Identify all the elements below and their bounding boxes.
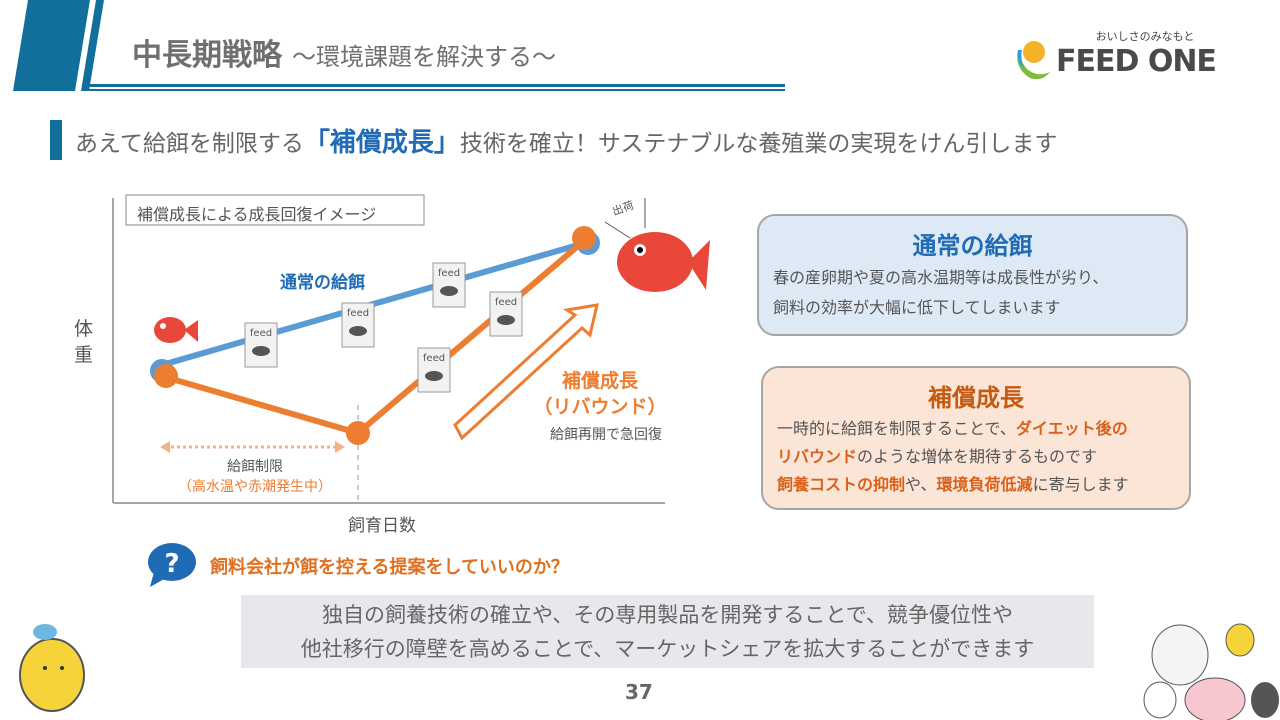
farm-animals-mascot-icon [1143,623,1279,720]
headline-text: あえて給餌を制限する [75,131,304,157]
comp-emph: リバウンド [777,447,858,466]
comp-label: 補償成長 [561,370,638,392]
logo-mark-icon [1017,41,1050,80]
diagram-title-box [125,194,425,226]
question-bubble-icon: ? [148,543,196,587]
compensatory-growth-box: 補償成長 一時的に給餌を制限することで、ダイエット後の リバウンドのような増体を… [761,366,1191,510]
comp-emph: ダイエット後の [1015,419,1128,438]
answer-line: 他社移行の障壁を高めることで、マーケットシェアを拡大することができます [300,637,1035,661]
comp-box-title: 補償成長 [928,384,1024,412]
answer-line: 独自の飼養技術の確立や、その専用製品を開発することで、競争優位性や [322,603,1013,627]
normal-feeding-box: 通常の給餌 春の産卵期や夏の高水温期等は成長性が劣り、 飼料の効率が大幅に低下して… [757,214,1188,336]
restrict-label: 給餌制限 [227,459,283,475]
comp-text: 一時的に給餌を制限することで、 [777,419,1016,438]
x-axis-label: 飼育日数 [348,516,416,536]
feed-bag-label: feed [250,328,272,339]
growth-diagram: feed feed feed feed feed [112,194,710,504]
small-sea-bream-icon [154,317,198,343]
feed-bag-label: feed [347,308,369,319]
svg-text:?: ? [164,549,179,579]
restrict-note: （高水温や赤潮発生中） [178,479,332,495]
page-number: 37 [625,680,653,704]
feed-bag-label: feed [423,353,445,364]
normal-box-line: 飼料の効率が大幅に低下してしまいます [773,298,1061,317]
comp-text: のような増体を期待するものです [857,447,1098,466]
feed-bag-label: feed [495,297,517,308]
title-subtitle: ～環境課題を解決する～ [292,43,556,71]
comp-sub: （リバウンド） [533,396,667,418]
normal-box-title: 通常の給餌 [912,232,1033,260]
comp-low-point [346,421,370,445]
headline-highlight: 「補償成長」 [303,128,460,158]
title-main: 中長期戦略 [132,38,282,73]
comp-text: や、 [905,475,937,494]
headline: あえて給餌を制限する「補償成長」技術を確立！サステナブルな養殖業の実現をけん引し… [75,122,1057,159]
y-axis-label: 体重 [74,318,94,366]
restriction-label: 給餌制限 （高水温や赤潮発生中） [160,457,350,497]
rebound-arrow-icon [453,303,599,441]
comp-start-point [154,364,178,388]
large-sea-bream-icon [617,232,710,292]
normal-box-line: 春の産卵期や夏の高水温期等は成長性が劣り、 [773,268,1109,287]
feed-one-logo: おいしさのみなもと FEED ONE [1010,28,1240,80]
feed-bag-icons: feed feed feed feed feed [244,262,523,393]
comp-emph: 環境負荷低減 [936,475,1033,494]
comp-growth-label: 補償成長 （リバウンド） [520,368,680,420]
headline-text-after: 技術を確立！サステナブルな養殖業の実現をけん引します [459,131,1058,157]
feed-bag-label: feed [438,268,460,279]
comp-end-point [572,226,596,250]
comp-note: 給餌再開で急回復 [550,427,662,443]
logo-text: FEED ONE [1056,44,1217,79]
ship-line [604,221,631,239]
chick-mascot-icon [19,624,85,712]
normal-feeding-label: 通常の給餌 [280,273,365,293]
header-decoration [13,0,785,91]
answer-box: 独自の飼養技術の確立や、その専用製品を開発することで、競争優位性や 他社移行の障… [241,595,1094,668]
logo-tagline: おいしさのみなもと [1095,30,1195,43]
question-text: 飼料会社が餌を控える提案をしていいのか？ [210,557,569,578]
diagram-title: 補償成長による成長回復イメージ [137,205,377,224]
comp-emph: 飼養コストの抑制 [777,475,906,494]
comp-text: に寄与します [1032,475,1129,494]
headline-bar [50,120,62,160]
page-title: 中長期戦略 ～環境課題を解決する～ [132,30,556,74]
